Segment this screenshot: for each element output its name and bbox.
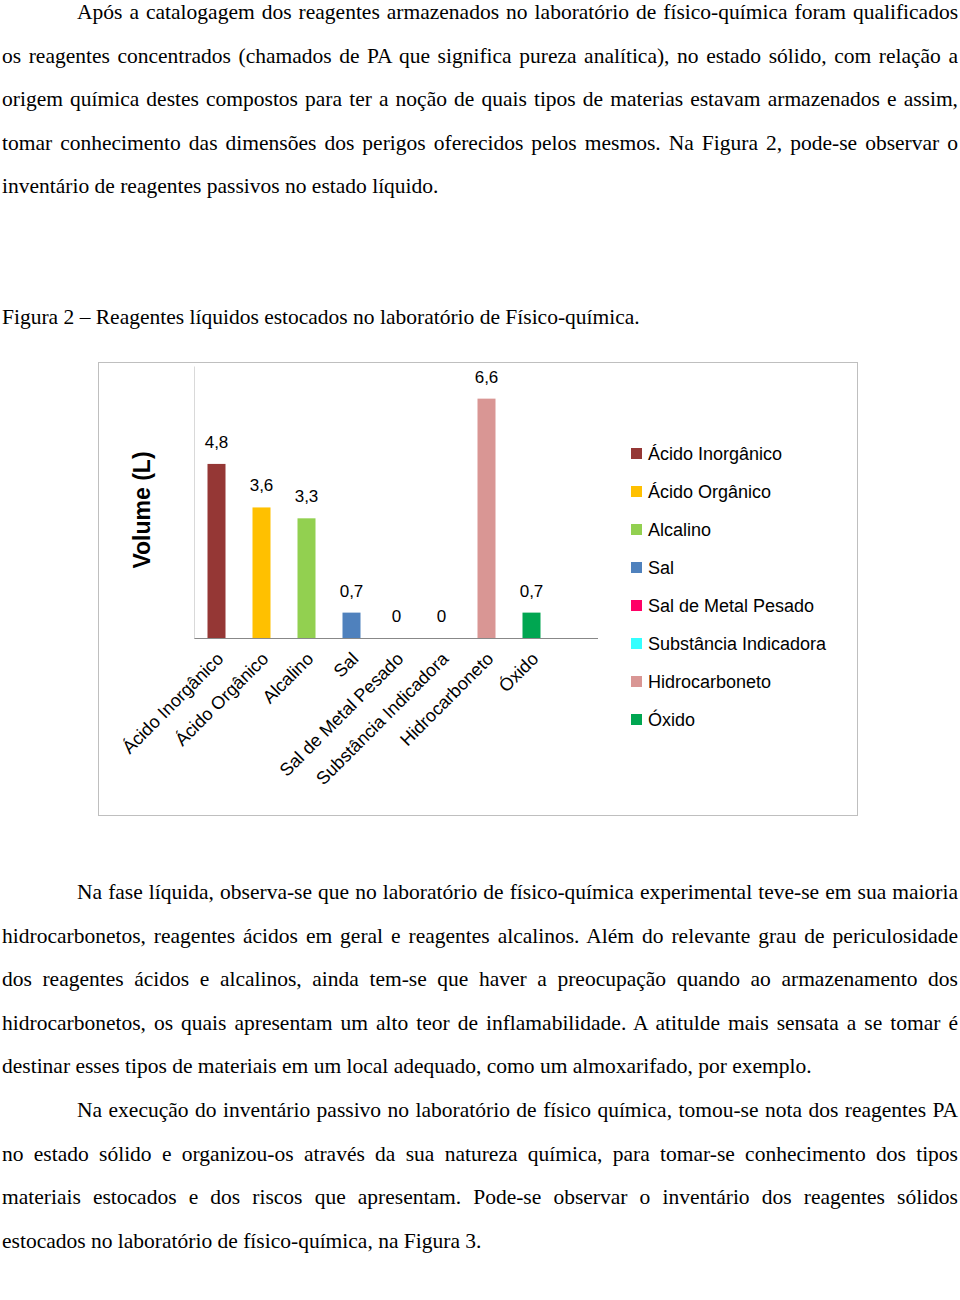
data-labels: 4,8 3,6 3,3 0,7 0 0 6,6 0,7 bbox=[205, 368, 544, 626]
legend: Ácido Inorgânico Ácido Orgânico Alcalino Sa… bbox=[631, 444, 827, 730]
legend-swatch bbox=[631, 486, 642, 497]
bar bbox=[253, 507, 271, 638]
bars bbox=[208, 399, 541, 638]
legend-swatch bbox=[631, 562, 642, 573]
y-axis-line bbox=[194, 367, 195, 639]
legend-label: Alcalino bbox=[648, 520, 711, 540]
legend-swatch bbox=[631, 676, 642, 687]
bar bbox=[523, 613, 541, 638]
bar bbox=[343, 613, 361, 638]
legend-label: Sal de Metal Pesado bbox=[648, 596, 814, 616]
paragraph: Na execução do inventário passivo no lab… bbox=[2, 1089, 958, 1263]
x-tick: Alcalino bbox=[259, 649, 318, 708]
data-label: 3,6 bbox=[250, 476, 274, 495]
bar bbox=[478, 399, 496, 638]
legend-item: Ácido Inorgânico bbox=[631, 444, 782, 464]
legend-label: Ácido Inorgânico bbox=[648, 444, 782, 464]
data-label: 0 bbox=[437, 607, 446, 626]
data-label: 0 bbox=[392, 607, 401, 626]
x-tick: Óxido bbox=[494, 648, 542, 696]
legend-item: Sal de Metal Pesado bbox=[631, 596, 814, 616]
legend-swatch bbox=[631, 714, 642, 725]
caption-box: Figura 2 – Reagentes líquidos estocados … bbox=[2, 296, 958, 340]
bar bbox=[298, 518, 316, 638]
chart-container: Ácido InorgânicoÁcido OrgânicoAlcalinoSa… bbox=[98, 362, 858, 820]
bar bbox=[208, 464, 226, 638]
legend-label: Óxido bbox=[648, 709, 695, 730]
legend-label: Substância Indicadora bbox=[648, 634, 827, 654]
legend-item: Hidrocarboneto bbox=[631, 672, 771, 692]
data-label: 0,7 bbox=[520, 582, 544, 601]
bar bbox=[388, 638, 406, 639]
x-tick-label: Óxido bbox=[494, 648, 542, 696]
x-tick: Ácido Orgânico bbox=[171, 649, 272, 750]
text-before: Após a catalogagem dos reagentes armazen… bbox=[2, 0, 958, 209]
legend-item: Óxido bbox=[631, 709, 695, 730]
paragraph: Na fase líquida, observa-se que no labor… bbox=[2, 871, 958, 1089]
x-tick-label: Hidrocarboneto bbox=[396, 649, 497, 750]
legend-item: Sal bbox=[631, 558, 674, 578]
x-axis-line bbox=[194, 638, 598, 639]
legend-swatch bbox=[631, 638, 642, 649]
data-label: 3,3 bbox=[295, 487, 319, 506]
legend-swatch bbox=[631, 448, 642, 459]
y-axis bbox=[194, 367, 195, 639]
x-tick: Sal bbox=[330, 649, 363, 682]
x-tick-label: Alcalino bbox=[259, 649, 318, 708]
bar bbox=[433, 638, 451, 639]
chart-svg: Ácido InorgânicoÁcido OrgânicoAlcalinoSa… bbox=[98, 362, 858, 816]
chart-frame bbox=[99, 363, 858, 816]
legend-item: Alcalino bbox=[631, 520, 711, 540]
data-label: 4,8 bbox=[205, 433, 229, 452]
paragraph: Após a catalogagem dos reagentes armazen… bbox=[2, 0, 958, 209]
legend-item: Ácido Orgânico bbox=[631, 482, 771, 502]
x-tick: Hidrocarboneto bbox=[396, 649, 497, 750]
x-tick-label: Sal bbox=[330, 649, 363, 682]
legend-label: Ácido Orgânico bbox=[648, 482, 771, 502]
legend-label: Hidrocarboneto bbox=[648, 672, 771, 692]
legend-label: Sal bbox=[648, 558, 674, 578]
text-after: Na fase líquida, observa-se que no labor… bbox=[2, 871, 958, 1263]
figure-caption: Figura 2 – Reagentes líquidos estocados … bbox=[2, 296, 958, 340]
legend-swatch bbox=[631, 600, 642, 611]
x-axis: Ácido InorgânicoÁcido OrgânicoAlcalinoSa… bbox=[118, 639, 598, 789]
data-label: 0,7 bbox=[340, 582, 364, 601]
y-axis-title: Volume (L) bbox=[129, 451, 155, 568]
legend-swatch bbox=[631, 524, 642, 535]
legend-item: Substância Indicadora bbox=[631, 634, 827, 654]
data-label: 6,6 bbox=[475, 368, 499, 387]
x-tick-label: Ácido Orgânico bbox=[171, 649, 272, 750]
